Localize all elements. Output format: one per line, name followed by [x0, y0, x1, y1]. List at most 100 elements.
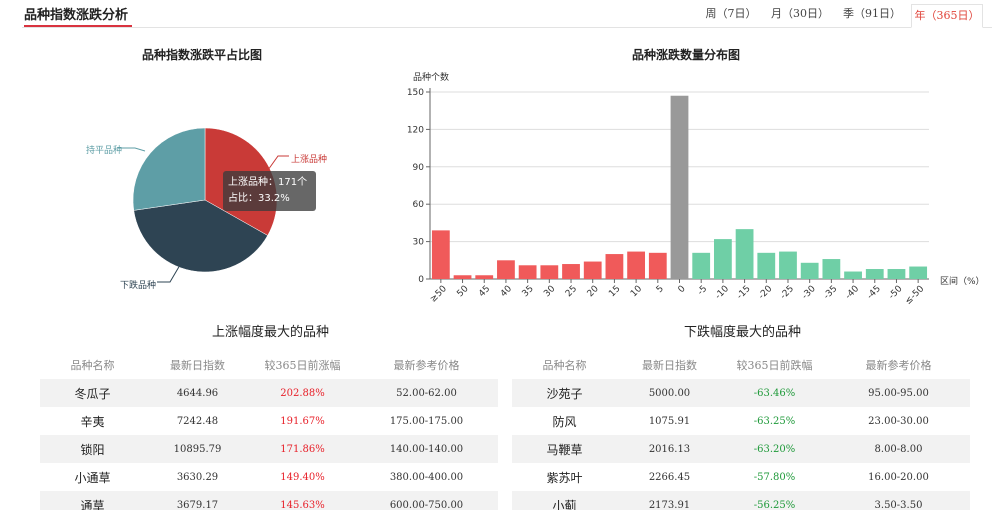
col-header-index: 最新日指数 [170, 359, 225, 372]
bar[interactable] [518, 265, 537, 279]
up-table-title: 上涨幅度最大的品种 [212, 325, 330, 340]
pie-slice-down[interactable] [133, 199, 268, 273]
tab-month[interactable]: 月（30日） [771, 7, 829, 20]
tab-quarter[interactable]: 季（91日） [843, 7, 901, 20]
tab-week[interactable]: 周（7日） [705, 7, 757, 20]
cell-index: 5000.00 [617, 379, 722, 407]
cell-price: 23.00-30.00 [868, 415, 929, 427]
bar[interactable] [844, 271, 862, 279]
table-row[interactable]: 辛夷 7242.48 191.67% 175.00-175.00 [40, 407, 498, 435]
bar[interactable] [865, 269, 884, 279]
table-row[interactable]: 小通草 3630.29 149.40% 380.00-400.00 [40, 463, 498, 491]
x-tick-label: -40 [844, 284, 862, 302]
header-divider [22, 27, 992, 28]
cell-name[interactable]: 小通草 [74, 470, 111, 485]
x-tick-label: -5 [696, 284, 709, 297]
table-row[interactable]: 沙苑子 5000.00 -63.46% 95.00-95.00 [512, 379, 970, 407]
cell-price: 8.00-8.00 [827, 435, 970, 463]
cell-name[interactable]: 辛夷 [80, 414, 105, 429]
bar[interactable] [757, 252, 776, 279]
cell-name[interactable]: 通草 [40, 491, 145, 510]
cell-name[interactable]: 锁阳 [40, 435, 145, 463]
bar[interactable] [583, 261, 602, 279]
table-row[interactable]: 通草 3679.17 145.63% 600.00-750.00 [40, 491, 498, 510]
bar[interactable] [475, 275, 494, 279]
cell-index: 3630.29 [176, 471, 219, 483]
cell-change: -63.25% [753, 415, 796, 427]
table-row[interactable]: 锁阳 10895.79 171.86% 140.00-140.00 [40, 435, 498, 463]
table-row[interactable]: 马鞭草 2016.13 -63.20% 8.00-8.00 [512, 435, 970, 463]
pie-slice-flat[interactable] [132, 127, 206, 211]
cell-change: 149.40% [280, 471, 325, 483]
cell-index: 4644.96 [145, 379, 250, 407]
bar[interactable] [562, 264, 580, 279]
x-tick-label: 40 [499, 284, 514, 299]
pie-label-up: 上涨品种 [291, 155, 328, 165]
bar[interactable] [648, 252, 667, 279]
x-tick-label: 15 [607, 284, 622, 299]
x-tick-label: -45 [865, 284, 882, 301]
pie-label-down: 下跌品种 [120, 281, 157, 291]
y-tick-label: 120 [407, 125, 424, 135]
cell-index: 2173.91 [617, 491, 722, 510]
y-tick-label: 60 [413, 200, 425, 210]
cell-name[interactable]: 沙苑子 [512, 379, 617, 407]
x-tick-label: 50 [455, 284, 470, 299]
bar[interactable] [735, 229, 754, 279]
pie-leader-flat [118, 147, 146, 152]
bar[interactable] [887, 269, 906, 279]
cell-price: 3.50-3.50 [827, 491, 970, 510]
bar[interactable] [497, 260, 515, 279]
cell-name[interactable]: 马鞭草 [512, 435, 617, 463]
bar[interactable] [822, 259, 841, 279]
bar[interactable] [540, 265, 559, 279]
tab-year[interactable]: 年（365日） [911, 4, 983, 28]
x-tick-label: -20 [757, 284, 775, 302]
cell-change: -56.25% [722, 491, 827, 510]
cell-price: 175.00-175.00 [389, 415, 464, 427]
table-row[interactable]: 小蓟 2173.91 -56.25% 3.50-3.50 [512, 491, 970, 510]
table-row[interactable]: 冬瓜子 4644.96 202.88% 52.00-62.00 [40, 379, 498, 407]
x-tick-label: -15 [735, 284, 752, 301]
bar[interactable] [627, 251, 646, 279]
bar[interactable] [779, 251, 797, 279]
cell-change: 145.63% [250, 491, 355, 510]
cell-index: 2266.45 [648, 471, 691, 483]
cell-name[interactable]: 防风 [552, 414, 577, 429]
cell-name[interactable]: 冬瓜子 [40, 379, 145, 407]
bar[interactable] [909, 266, 928, 279]
x-tick-label: 20 [586, 284, 601, 299]
col-header-change: 较365日前涨幅 [264, 359, 341, 372]
cell-index: 2016.13 [617, 435, 722, 463]
bar[interactable] [453, 275, 472, 279]
pie-label-flat: 持平品种 [86, 146, 123, 156]
bar[interactable] [800, 262, 819, 279]
bar[interactable] [605, 254, 624, 279]
cell-price: 95.00-95.00 [827, 379, 970, 407]
col-header-price: 最新参考价格 [393, 359, 460, 372]
down-table: 品种名称 最新日指数 较365日前跌幅 最新参考价格 沙苑子 5000.00 -… [512, 351, 970, 510]
x-tick-label: -35 [822, 284, 839, 301]
cell-price: 140.00-140.00 [355, 435, 498, 463]
bar[interactable] [692, 252, 711, 279]
pie-chart-title: 品种指数涨跌平占比图 [142, 48, 263, 62]
cell-name[interactable]: 小蓟 [512, 491, 617, 510]
down-table-title: 下跌幅度最大的品种 [684, 325, 802, 340]
bar[interactable] [431, 230, 450, 279]
x-tick-label: ≥50 [428, 284, 449, 305]
table-row[interactable]: 防风 1075.91 -63.25% 23.00-30.00 [512, 407, 970, 435]
col-header-change: 较365日前跌幅 [736, 359, 813, 372]
y-tick-label: 90 [413, 163, 425, 173]
bar[interactable] [670, 95, 689, 279]
x-tick-label: 0 [676, 284, 687, 295]
bar-x-axis-label: 区间（%） [940, 277, 985, 287]
col-header-index: 最新日指数 [642, 359, 697, 372]
cell-name[interactable]: 紫苏叶 [546, 470, 583, 485]
bar[interactable] [713, 239, 732, 279]
cell-index: 7242.48 [176, 415, 219, 427]
x-tick-label: 35 [521, 284, 536, 299]
table-row[interactable]: 紫苏叶 2266.45 -57.80% 16.00-20.00 [512, 463, 970, 491]
up-table: 品种名称 最新日指数 较365日前涨幅 最新参考价格 冬瓜子 4644.96 2… [40, 351, 498, 510]
y-tick-label: 150 [407, 88, 424, 98]
